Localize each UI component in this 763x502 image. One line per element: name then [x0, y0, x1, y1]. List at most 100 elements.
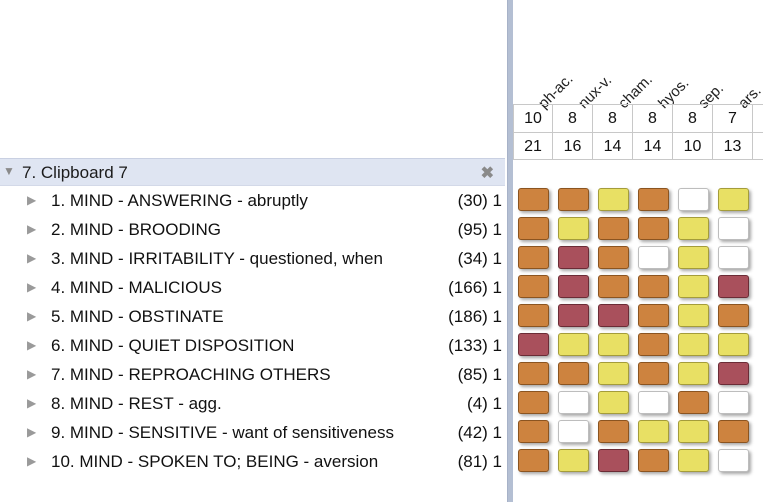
pane-splitter[interactable]	[507, 0, 513, 502]
remedy-rubric-count: 8	[553, 105, 593, 132]
grade-box[interactable]	[598, 362, 629, 385]
grade-box[interactable]	[718, 449, 749, 472]
rubric-label: 4. MIND - MALICIOUS	[51, 278, 222, 297]
rubric-count: (95) 1	[457, 220, 502, 239]
grade-box[interactable]	[558, 304, 589, 327]
grade-box[interactable]	[558, 275, 589, 298]
grade-box[interactable]	[598, 449, 629, 472]
triangle-right-icon[interactable]: ▶	[27, 367, 37, 381]
grade-box[interactable]	[558, 391, 589, 414]
grade-box[interactable]	[598, 420, 629, 443]
rubric-row[interactable]: ▶ 10. MIND - SPOKEN TO; BEING - aversion (…	[0, 448, 505, 477]
grade-box[interactable]	[718, 188, 749, 211]
rubric-row[interactable]: ▶ 8. MIND - REST - agg. (4) 1	[0, 390, 505, 419]
rubric-label: 8. MIND - REST - agg.	[51, 394, 222, 413]
grade-box[interactable]	[638, 362, 669, 385]
clipboard-header[interactable]: ▼ 7. Clipboard 7 ✖	[0, 158, 505, 186]
rubric-row[interactable]: ▶ 3. MIND - IRRITABILITY - questioned, wh…	[0, 245, 505, 274]
grade-box[interactable]	[518, 188, 549, 211]
grade-box[interactable]	[598, 304, 629, 327]
rubric-row[interactable]: ▶ 4. MIND - MALICIOUS (166) 1	[0, 274, 505, 303]
grade-box[interactable]	[558, 362, 589, 385]
grade-box[interactable]	[518, 420, 549, 443]
triangle-right-icon[interactable]: ▶	[27, 193, 37, 207]
grade-box[interactable]	[718, 304, 749, 327]
grade-box[interactable]	[518, 275, 549, 298]
grade-box[interactable]	[598, 217, 629, 240]
clipboard-title: 7. Clipboard 7	[22, 163, 128, 182]
grade-box[interactable]	[678, 275, 709, 298]
grade-box[interactable]	[638, 449, 669, 472]
grade-box[interactable]	[638, 275, 669, 298]
grade-box[interactable]	[678, 391, 709, 414]
grade-box[interactable]	[678, 188, 709, 211]
rubric-count: (4) 1	[467, 394, 502, 413]
rubric-row[interactable]: ▶ 7. MIND - REPROACHING OTHERS (85) 1	[0, 361, 505, 390]
grade-box[interactable]	[518, 333, 549, 356]
score-divider	[513, 132, 763, 133]
grade-box[interactable]	[678, 333, 709, 356]
triangle-right-icon[interactable]: ▶	[27, 396, 37, 410]
grade-box[interactable]	[678, 449, 709, 472]
triangle-right-icon[interactable]: ▶	[27, 309, 37, 323]
grade-box[interactable]	[518, 391, 549, 414]
grade-box[interactable]	[638, 391, 669, 414]
grade-box[interactable]	[638, 420, 669, 443]
rubric-row[interactable]: ▶ 6. MIND - QUIET DISPOSITION (133) 1	[0, 332, 505, 361]
triangle-right-icon[interactable]: ▶	[27, 251, 37, 265]
grade-box[interactable]	[678, 362, 709, 385]
grade-box[interactable]	[598, 246, 629, 269]
grade-box[interactable]	[718, 217, 749, 240]
grade-box[interactable]	[718, 391, 749, 414]
grade-box[interactable]	[718, 420, 749, 443]
grade-box[interactable]	[678, 217, 709, 240]
grade-box[interactable]	[638, 333, 669, 356]
grade-box[interactable]	[558, 420, 589, 443]
grade-box[interactable]	[518, 246, 549, 269]
rubric-count: (85) 1	[457, 365, 502, 384]
grade-box[interactable]	[558, 449, 589, 472]
grade-box[interactable]	[598, 275, 629, 298]
rubric-label: 10. MIND - SPOKEN TO; BEING - aversion	[51, 452, 379, 471]
rubric-row[interactable]: ▶ 5. MIND - OBSTINATE (186) 1	[0, 303, 505, 332]
rubric-row[interactable]: ▶ 1. MIND - ANSWERING - abruptly (30) 1	[0, 187, 505, 216]
grade-box[interactable]	[598, 333, 629, 356]
grade-box[interactable]	[718, 275, 749, 298]
grade-box[interactable]	[638, 188, 669, 211]
close-x-icon[interactable]: ✖	[480, 165, 494, 182]
triangle-right-icon[interactable]: ▶	[27, 280, 37, 294]
rubric-row[interactable]: ▶ 9. MIND - SENSITIVE - want of sensitive…	[0, 419, 505, 448]
grade-box[interactable]	[678, 304, 709, 327]
grade-box[interactable]	[558, 333, 589, 356]
grade-box[interactable]	[678, 420, 709, 443]
triangle-right-icon[interactable]: ▶	[27, 222, 37, 236]
grade-box[interactable]	[558, 188, 589, 211]
rubric-list-pane: ▼ 7. Clipboard 7 ✖ ▶ 1. MIND - ANSWERING …	[0, 158, 505, 477]
grade-box[interactable]	[598, 391, 629, 414]
grade-box[interactable]	[558, 217, 589, 240]
grade-box[interactable]	[718, 246, 749, 269]
grade-box[interactable]	[678, 246, 709, 269]
grade-box[interactable]	[638, 304, 669, 327]
grade-box[interactable]	[518, 362, 549, 385]
triangle-right-icon[interactable]: ▶	[27, 338, 37, 352]
grade-box[interactable]	[638, 217, 669, 240]
triangle-right-icon[interactable]: ▶	[27, 454, 37, 468]
grade-box[interactable]	[518, 217, 549, 240]
grade-box[interactable]	[598, 188, 629, 211]
remedy-total-score: 13	[713, 133, 753, 160]
grade-box[interactable]	[638, 246, 669, 269]
rubric-count: (30) 1	[457, 191, 502, 210]
rubric-row[interactable]: ▶ 2. MIND - BROODING (95) 1	[0, 216, 505, 245]
grade-box[interactable]	[558, 246, 589, 269]
rubric-label: 1. MIND - ANSWERING - abruptly	[51, 191, 308, 210]
remedy-total-score: 14	[633, 133, 673, 160]
grade-box[interactable]	[518, 449, 549, 472]
grade-box[interactable]	[718, 362, 749, 385]
triangle-right-icon[interactable]: ▶	[27, 425, 37, 439]
rubric-label: 6. MIND - QUIET DISPOSITION	[51, 336, 295, 355]
remedy-total-score: 21	[513, 133, 553, 160]
grade-box[interactable]	[518, 304, 549, 327]
triangle-down-icon[interactable]: ▼	[3, 164, 15, 178]
grade-box[interactable]	[718, 333, 749, 356]
